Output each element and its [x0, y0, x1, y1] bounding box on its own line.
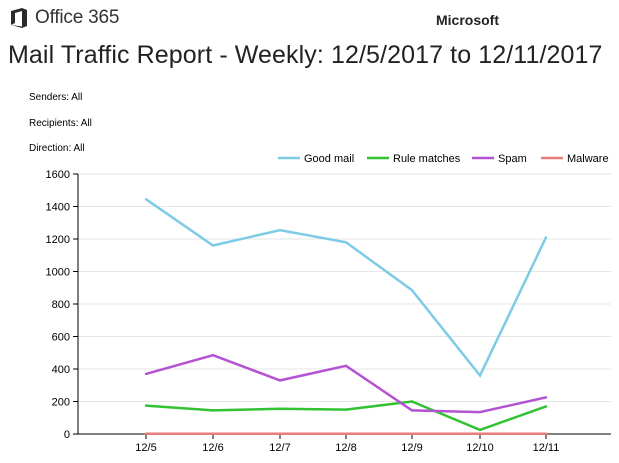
y-tick-label: 1400: [46, 202, 70, 214]
legend-label-spam: Spam: [498, 153, 527, 165]
data-point-good-mail: [278, 228, 282, 232]
data-point-spam: [544, 396, 548, 399]
x-tick-label: 12/11: [533, 442, 560, 454]
filter-direction: Direction: All: [29, 143, 85, 154]
data-point-spam: [144, 372, 148, 376]
data-point-spam: [478, 410, 482, 414]
x-tick-label: 12/9: [401, 442, 422, 454]
data-point-rule-matches: [211, 409, 215, 412]
x-tick-label: 12/8: [335, 442, 356, 454]
office-icon: [11, 8, 27, 28]
y-tick-label: 1600: [46, 169, 70, 181]
y-tick-label: 1200: [46, 234, 70, 246]
data-point-rule-matches: [144, 404, 148, 407]
data-point-rule-matches: [544, 405, 548, 408]
y-tick-label: 400: [52, 364, 70, 376]
data-point-spam: [211, 354, 215, 357]
data-point-malware: [544, 432, 548, 435]
filter-senders: Senders: All: [29, 92, 83, 103]
y-tick-label: 800: [52, 299, 70, 311]
data-point-spam: [344, 364, 348, 367]
page-title: Mail Traffic Report - Weekly: 12/5/2017 …: [8, 41, 603, 69]
y-tick-label: 600: [52, 332, 70, 344]
brand-name: Microsoft: [436, 12, 499, 28]
x-tick-label: 12/6: [202, 442, 223, 454]
series-line-good-mail: [145, 198, 548, 378]
report-header: Office 365 Microsoft: [0, 0, 619, 40]
data-point-malware: [278, 432, 282, 435]
x-tick-label: 12/5: [135, 442, 156, 454]
data-point-rule-matches: [410, 400, 414, 403]
legend-label-malware: Malware: [567, 153, 609, 165]
data-point-malware: [211, 432, 215, 435]
data-point-rule-matches: [478, 428, 482, 432]
data-point-malware: [478, 432, 482, 435]
legend-label-rule-matches: Rule matches: [393, 153, 461, 165]
data-point-spam: [278, 379, 282, 382]
data-point-rule-matches: [278, 407, 282, 410]
data-point-malware: [144, 432, 148, 435]
legend-label-good-mail: Good mail: [304, 153, 354, 165]
data-point-malware: [410, 432, 414, 435]
y-tick-label: 0: [64, 429, 70, 441]
data-point-good-mail: [144, 198, 148, 201]
y-tick-label: 1000: [46, 267, 70, 279]
data-point-good-mail: [344, 241, 348, 244]
data-point-malware: [344, 432, 348, 435]
office365-logo: Office 365: [9, 7, 119, 29]
y-tick-label: 200: [52, 397, 70, 409]
data-point-rule-matches: [344, 408, 348, 411]
filter-recipients: Recipients: All: [29, 118, 92, 129]
data-point-good-mail: [211, 244, 215, 247]
product-name: Office 365: [35, 7, 120, 28]
x-tick-label: 12/10: [466, 442, 494, 454]
data-point-good-mail: [478, 374, 482, 377]
series-line-rule-matches: [145, 400, 547, 432]
data-point-good-mail: [410, 289, 414, 292]
data-point-spam: [410, 409, 414, 412]
x-tick-label: 12/7: [269, 442, 290, 454]
data-point-good-mail: [544, 236, 548, 239]
